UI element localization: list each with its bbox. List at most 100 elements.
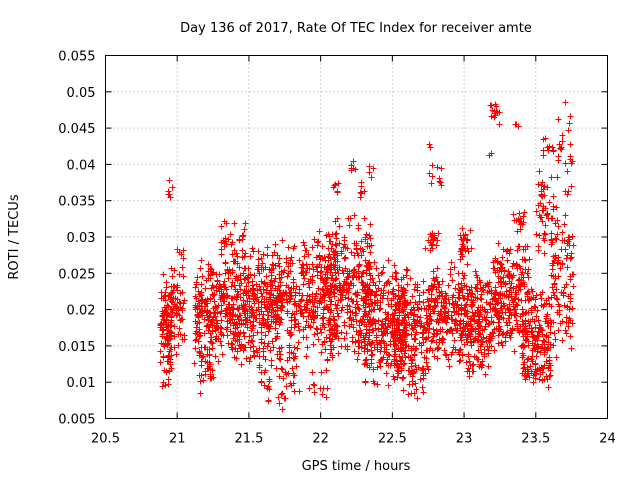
data-point: [490, 295, 497, 302]
data-point: [467, 315, 474, 322]
data-point: [558, 246, 565, 253]
data-point: [263, 289, 270, 296]
data-point: [206, 313, 213, 320]
data-point: [311, 313, 318, 320]
data-point: [446, 300, 453, 307]
data-point: [319, 341, 326, 348]
data-point: [313, 264, 320, 271]
data-point: [361, 215, 368, 222]
data-point: [310, 381, 317, 388]
data-point: [445, 282, 452, 289]
data-point: [439, 293, 446, 300]
data-point: [249, 307, 256, 314]
data-point: [352, 312, 359, 319]
data-point: [422, 370, 429, 377]
data-point: [334, 310, 341, 317]
data-point: [322, 280, 329, 287]
data-point: [207, 271, 214, 278]
data-point: [410, 326, 417, 333]
data-point: [569, 233, 576, 240]
data-point: [250, 313, 257, 320]
data-point: [220, 237, 227, 244]
data-point: [430, 268, 437, 275]
data-point: [315, 238, 322, 245]
data-point: [464, 339, 471, 346]
data-point: [392, 351, 399, 358]
data-point: [158, 322, 165, 329]
data-point: [536, 232, 543, 239]
data-point: [255, 256, 262, 263]
data-point: [457, 346, 464, 353]
data-point: [447, 266, 454, 273]
data-point: [457, 232, 464, 239]
data-point: [474, 356, 481, 363]
data-point: [159, 383, 166, 390]
data-point: [372, 292, 379, 299]
data-point: [429, 241, 436, 248]
data-point: [426, 170, 433, 177]
data-point: [526, 374, 533, 381]
data-point: [335, 313, 342, 320]
data-point: [464, 296, 471, 303]
data-point: [562, 212, 569, 219]
data-point: [536, 376, 543, 383]
data-point: [392, 341, 399, 348]
data-point: [235, 316, 242, 323]
data-point: [268, 357, 275, 364]
data-point: [428, 291, 435, 298]
data-point: [449, 349, 456, 356]
data-point: [350, 282, 357, 289]
data-point: [541, 230, 548, 237]
data-point: [291, 298, 298, 305]
data-point: [392, 306, 399, 313]
data-point: [256, 311, 263, 318]
data-point: [321, 324, 328, 331]
data-point: [512, 295, 519, 302]
data-point: [301, 242, 308, 249]
data-point: [436, 317, 443, 324]
data-point: [550, 319, 557, 326]
data-point: [232, 337, 239, 344]
data-point: [410, 343, 417, 350]
data-point: [429, 337, 436, 344]
data-point: [564, 264, 571, 271]
data-point: [465, 365, 472, 372]
data-point: [520, 333, 527, 340]
data-point: [374, 381, 381, 388]
data-point: [304, 265, 311, 272]
data-point: [249, 325, 256, 332]
data-point: [261, 299, 268, 306]
data-point: [513, 317, 520, 324]
data-point: [273, 335, 280, 342]
data-point: [403, 266, 410, 273]
data-point: [482, 308, 489, 315]
data-point: [338, 307, 345, 314]
data-point: [378, 287, 385, 294]
data-point: [392, 328, 399, 335]
data-point: [442, 309, 449, 316]
data-point: [327, 331, 334, 338]
data-point: [306, 284, 313, 291]
data-point: [322, 346, 329, 353]
data-point: [431, 234, 438, 241]
data-point: [437, 179, 444, 186]
data-point: [361, 336, 368, 343]
data-point: [228, 304, 235, 311]
data-point: [442, 318, 449, 325]
data-point: [202, 303, 209, 310]
data-point: [265, 397, 272, 404]
data-point: [304, 305, 311, 312]
data-point: [525, 274, 532, 281]
data-point: [176, 325, 183, 332]
data-point: [436, 175, 443, 182]
data-point: [246, 358, 253, 365]
data-point: [331, 329, 338, 336]
data-point: [476, 309, 483, 316]
data-point: [336, 223, 343, 230]
data-point: [202, 285, 209, 292]
data-point: [516, 210, 523, 217]
data-point: [498, 339, 505, 346]
data-point: [317, 385, 324, 392]
data-point: [282, 395, 289, 402]
data-point: [218, 302, 225, 309]
